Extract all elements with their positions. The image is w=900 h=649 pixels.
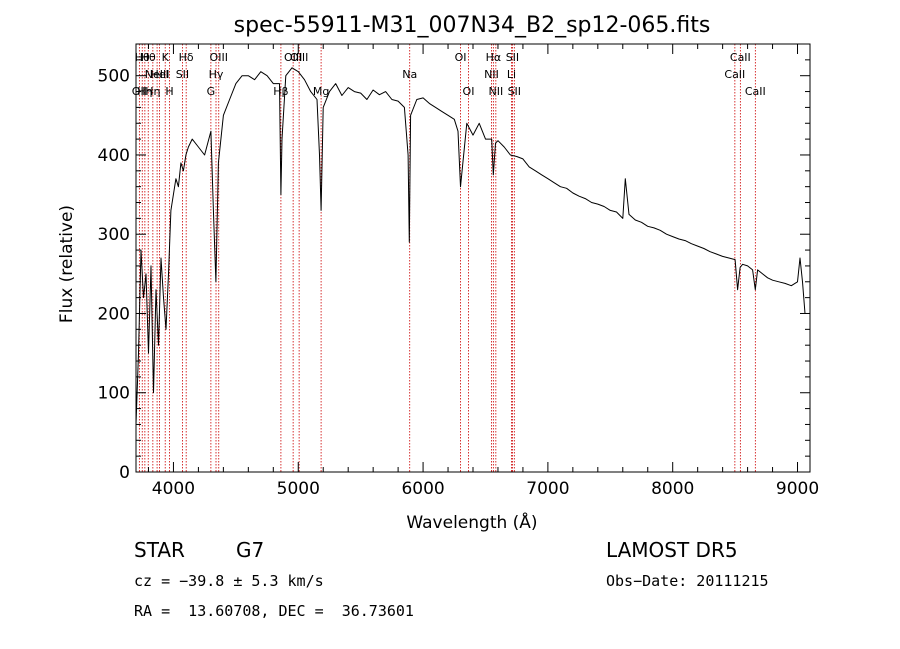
y-tick-label: 200 <box>98 304 130 324</box>
line-label: Hη <box>137 85 152 98</box>
line-label: Li <box>507 68 516 81</box>
line-label: OIII <box>284 51 302 64</box>
line-label: OIII <box>290 51 308 64</box>
spectral-line-markers <box>138 44 756 472</box>
line-label: CaII <box>730 51 751 64</box>
line-label: NII <box>484 68 499 81</box>
x-tick-label: 7000 <box>526 479 569 499</box>
x-tick-label: 5000 <box>277 479 320 499</box>
line-label: Hδ <box>179 51 194 64</box>
line-label: G <box>207 85 216 98</box>
line-label: Hβ <box>273 85 288 98</box>
line-label: Hα <box>486 51 502 64</box>
axes: 4000 5000 6000 7000 8000 9000 0 100 200 300 400 500 <box>98 44 819 499</box>
y-tick-label: 300 <box>98 225 130 245</box>
line-label: HeI <box>150 68 168 81</box>
line-label: H <box>165 85 173 98</box>
line-label: NeIII <box>145 68 170 81</box>
line-label: Mg <box>313 85 329 98</box>
spectrum-line <box>135 67 806 425</box>
survey-name: LAMOST DR5 <box>606 538 738 562</box>
observation-date: Obs−Date: 20111215 <box>606 572 769 590</box>
line-label: OIII <box>210 51 228 64</box>
x-tick-label: 6000 <box>401 479 444 499</box>
object-class: STAR <box>134 538 185 562</box>
line-label: CaII <box>724 68 745 81</box>
spectrum-series <box>135 67 806 425</box>
line-label: OI <box>463 85 475 98</box>
line-label: Hθ <box>141 51 156 64</box>
line-label: SII <box>508 85 521 98</box>
y-tick-label: 500 <box>98 67 130 87</box>
spectrum-chart: spec-55911-M31_007N34_B2_sp12-065.fits O… <box>57 13 819 533</box>
spectral-line-labels: OIIHθHηHθHηNeIIIHeIKHSIIHδGHγOIIIHβOIIIO… <box>132 51 766 98</box>
y-tick-label: 100 <box>98 384 130 404</box>
x-tick-label: 9000 <box>776 479 819 499</box>
line-label: SII <box>506 51 519 64</box>
x-tick-label: 4000 <box>152 479 195 499</box>
y-tick-label: 0 <box>119 463 130 483</box>
object-subclass: G7 <box>236 538 265 562</box>
chart-title: spec-55911-M31_007N34_B2_sp12-065.fits <box>234 13 711 38</box>
line-label: K <box>162 51 170 64</box>
line-label: NII <box>488 85 503 98</box>
line-label: CaII <box>745 85 766 98</box>
plot-frame <box>135 43 811 473</box>
y-axis-label: Flux (relative) <box>57 205 77 323</box>
line-label: OI <box>455 51 467 64</box>
x-tick-label: 8000 <box>651 479 694 499</box>
y-tick-label: 400 <box>98 146 130 166</box>
line-label: Hθ <box>135 51 150 64</box>
redshift-velocity: cz = −39.8 ± 5.3 km/s <box>134 572 324 590</box>
line-label: Hη <box>145 85 160 98</box>
line-label: Na <box>402 68 417 81</box>
line-label: Hγ <box>209 68 224 81</box>
sky-coordinates: RA = 13.60708, DEC = 36.73601 <box>134 602 414 620</box>
line-label: SII <box>176 68 189 81</box>
x-axis-label: Wavelength (Å) <box>406 511 537 533</box>
